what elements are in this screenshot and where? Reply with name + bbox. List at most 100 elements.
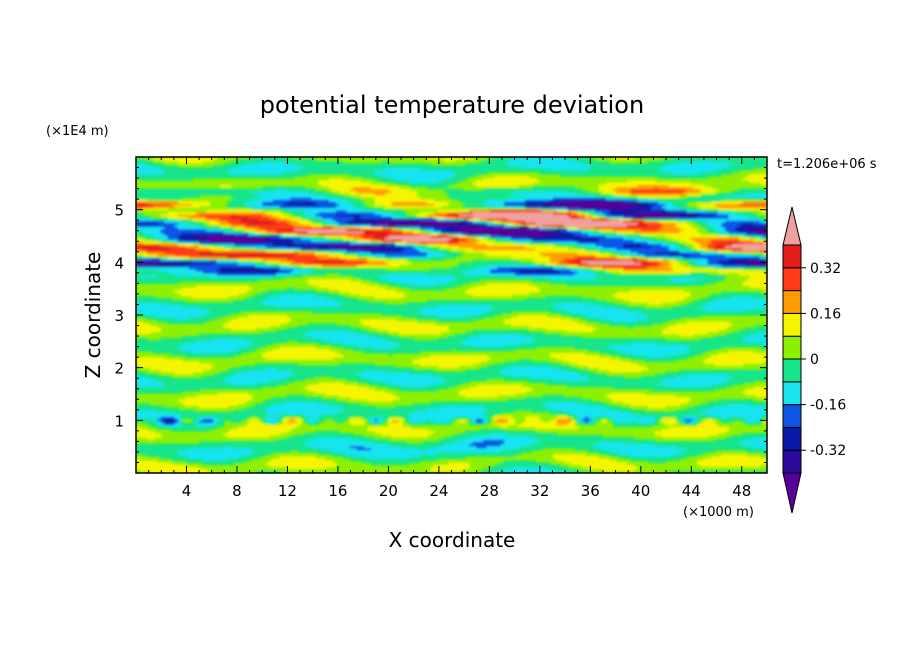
field-cell: [486, 445, 523, 449]
field-cell: [220, 224, 232, 228]
field-cell: [206, 215, 232, 219]
field-cell: [423, 306, 495, 310]
field-cell: [518, 270, 561, 274]
field-cell: [612, 386, 726, 390]
field-cell: [532, 279, 673, 282]
field-cell: [661, 428, 730, 432]
field-cell: [605, 182, 691, 185]
field-cell: [483, 411, 502, 415]
field-cell: [647, 405, 666, 409]
field-cell: [370, 420, 382, 424]
field-cell: [402, 228, 411, 232]
field-cell: [248, 232, 260, 236]
field-cell: [584, 213, 589, 217]
field-cell: [314, 293, 340, 297]
field-cell: [174, 253, 200, 257]
field-cell: [472, 420, 477, 424]
field-cell: [136, 192, 256, 196]
field-cell: [276, 228, 295, 232]
field-cell: [511, 268, 558, 272]
field-cell: [283, 401, 319, 405]
field-cell: [577, 209, 586, 213]
field-cell: [136, 173, 309, 177]
field-cell: [244, 201, 263, 204]
field-cell: [241, 245, 267, 249]
field-cell: [136, 197, 183, 200]
field-cell: [349, 397, 400, 400]
field-cell: [567, 414, 579, 417]
field-cell: [455, 220, 467, 223]
field-cell: [553, 211, 565, 215]
field-cell: [553, 454, 586, 457]
field-cell: [202, 462, 235, 466]
field-cell: [675, 409, 705, 413]
field-cell: [598, 228, 614, 232]
field-cell: [143, 260, 169, 263]
field-cell: [353, 454, 421, 457]
field-cell: [304, 418, 309, 421]
field-cell: [581, 260, 635, 263]
field-cell: [668, 247, 680, 251]
field-cell: [157, 319, 211, 322]
field-cell: [167, 256, 190, 259]
field-cell: [707, 407, 767, 411]
field-cell: [451, 435, 474, 438]
field-cell: [612, 228, 642, 232]
field-cell: [609, 416, 656, 419]
field-cell: [504, 468, 558, 472]
field-cell: [469, 218, 481, 221]
field-cell: [532, 336, 582, 339]
field-cell: [251, 157, 291, 160]
field-cell: [230, 199, 253, 202]
field-cell: [360, 213, 382, 217]
field-cell: [588, 376, 624, 379]
field-cell: [136, 338, 148, 341]
field-cell: [486, 283, 530, 287]
field-cell: [658, 264, 670, 268]
field-cell: [314, 201, 337, 204]
field-cell: [756, 228, 767, 232]
field-cell: [577, 241, 649, 244]
field-cell: [609, 418, 614, 421]
field-cell: [700, 411, 767, 415]
field-cell: [374, 192, 386, 196]
field-cell: [409, 371, 502, 375]
field-cell: [749, 274, 767, 278]
field-cell: [542, 224, 554, 228]
field-cell: [724, 228, 737, 232]
field-cell: [136, 331, 151, 335]
field-cell: [763, 241, 767, 244]
colorbar-box: [782, 449, 802, 474]
field-cell: [693, 245, 701, 249]
field-cell: [339, 190, 358, 194]
field-cell: [328, 249, 347, 253]
field-cell: [563, 258, 579, 261]
field-cell: [136, 348, 183, 352]
field-cell: [360, 373, 432, 377]
field-cell: [136, 458, 141, 461]
field-cell: [409, 411, 484, 415]
field-cell: [731, 260, 751, 263]
field-cell: [710, 241, 730, 244]
field-cell: [181, 220, 197, 223]
field-cell: [483, 188, 582, 192]
field-cell: [388, 420, 393, 424]
x-tick-label: 4: [182, 482, 192, 500]
field-cell: [321, 447, 358, 451]
field-cell: [469, 418, 474, 421]
field-cell: [181, 416, 200, 419]
field-cell: [409, 414, 484, 417]
field-cell: [304, 432, 354, 436]
field-cell: [199, 424, 207, 428]
field-cell: [178, 237, 190, 240]
plot-field: [136, 157, 767, 473]
field-cell: [234, 230, 246, 234]
field-cell: [258, 197, 291, 200]
field-cell: [356, 251, 372, 255]
field-cell: [451, 237, 460, 240]
field-cell: [220, 371, 239, 375]
field-cell: [199, 315, 225, 318]
field-cell: [136, 378, 155, 381]
field-cell: [567, 264, 579, 268]
field-cell: [447, 281, 470, 284]
